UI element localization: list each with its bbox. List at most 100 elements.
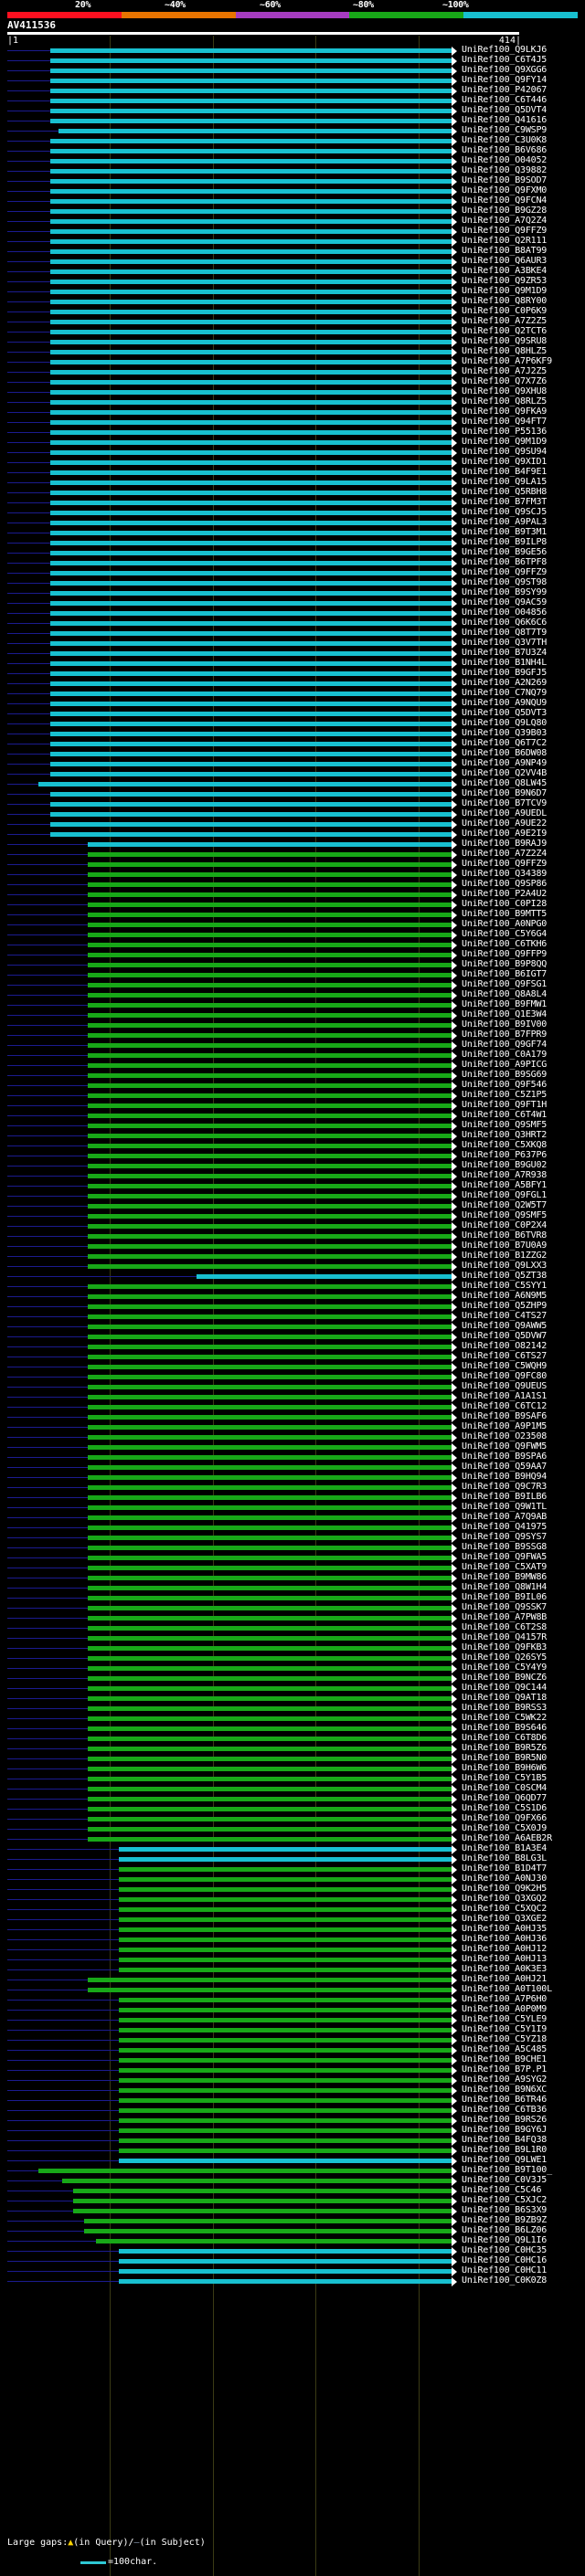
subject-accession-label[interactable]: UniRef100_Q9FFZ9 bbox=[462, 567, 548, 577]
subject-accession-label[interactable]: UniRef100_Q9SU94 bbox=[462, 447, 548, 457]
alignment-row[interactable]: UniRef100_C0P2X4 bbox=[0, 1220, 585, 1231]
alignment-row[interactable]: UniRef100_A9PAL3 bbox=[0, 517, 585, 528]
alignment-row[interactable]: UniRef100_P637P6 bbox=[0, 1150, 585, 1161]
hsp-bar[interactable] bbox=[50, 460, 452, 465]
alignment-row[interactable]: UniRef100_A7J2Z5 bbox=[0, 366, 585, 377]
subject-accession-label[interactable]: UniRef100_A7Z2Z4 bbox=[462, 849, 548, 859]
alignment-row[interactable]: UniRef100_Q9FT1H bbox=[0, 1100, 585, 1111]
hsp-bar[interactable] bbox=[50, 169, 452, 174]
subject-accession-label[interactable]: UniRef100_B6TVR8 bbox=[462, 1230, 548, 1240]
hsp-bar[interactable] bbox=[50, 491, 452, 495]
hsp-bar[interactable] bbox=[88, 1505, 452, 1510]
alignment-row[interactable]: UniRef100_B9GZ28 bbox=[0, 206, 585, 216]
hsp-bar[interactable] bbox=[88, 1787, 452, 1791]
alignment-row[interactable]: UniRef100_Q9SSK7 bbox=[0, 1602, 585, 1613]
alignment-row[interactable]: UniRef100_B9SOD7 bbox=[0, 175, 585, 186]
subject-accession-label[interactable]: UniRef100_B6LZ06 bbox=[462, 2225, 548, 2235]
subject-accession-label[interactable]: UniRef100_Q2W5T7 bbox=[462, 1200, 548, 1210]
subject-accession-label[interactable]: UniRef100_B9SOD7 bbox=[462, 175, 548, 185]
subject-accession-label[interactable]: UniRef100_Q9FSG1 bbox=[462, 979, 548, 989]
subject-accession-label[interactable]: UniRef100_B9L1R0 bbox=[462, 2145, 548, 2155]
hsp-bar[interactable] bbox=[50, 732, 452, 736]
hsp-bar[interactable] bbox=[88, 1596, 452, 1600]
subject-accession-label[interactable]: UniRef100_Q9LXX3 bbox=[462, 1261, 548, 1271]
hsp-bar[interactable] bbox=[88, 1103, 452, 1108]
hsp-bar[interactable] bbox=[197, 1274, 452, 1279]
alignment-row[interactable]: UniRef100_C5XQC2 bbox=[0, 1904, 585, 1915]
subject-accession-label[interactable]: UniRef100_C0K0Z8 bbox=[462, 2275, 548, 2286]
alignment-row[interactable]: UniRef100_B4FQ38 bbox=[0, 2135, 585, 2146]
alignment-row[interactable]: UniRef100_Q8RY00 bbox=[0, 296, 585, 307]
alignment-row[interactable]: UniRef100_Q9FFZ9 bbox=[0, 226, 585, 237]
hsp-bar[interactable] bbox=[88, 1495, 452, 1500]
alignment-row[interactable]: UniRef100_C5YLE9 bbox=[0, 2014, 585, 2025]
subject-accession-label[interactable]: UniRef100_Q9SYS7 bbox=[462, 1532, 548, 1542]
hsp-bar[interactable] bbox=[88, 983, 452, 987]
subject-accession-label[interactable]: UniRef100_Q6K6C6 bbox=[462, 618, 548, 628]
hsp-bar[interactable] bbox=[88, 1807, 452, 1811]
subject-accession-label[interactable]: UniRef100_B9MW86 bbox=[462, 1572, 548, 1582]
alignment-row[interactable]: UniRef100_B6TR46 bbox=[0, 2095, 585, 2106]
subject-accession-label[interactable]: UniRef100_B6DW08 bbox=[462, 748, 548, 758]
hsp-bar[interactable] bbox=[88, 882, 452, 887]
subject-accession-label[interactable]: UniRef100_A5C485 bbox=[462, 2044, 548, 2054]
hsp-bar[interactable] bbox=[119, 1937, 452, 1942]
alignment-row[interactable]: UniRef100_Q9UEUS bbox=[0, 1381, 585, 1392]
alignment-row[interactable]: UniRef100_B7P.P1 bbox=[0, 2064, 585, 2075]
alignment-row[interactable]: UniRef100_Q5DVW7 bbox=[0, 1331, 585, 1342]
subject-accession-label[interactable]: UniRef100_B9P8QQ bbox=[462, 959, 548, 969]
subject-accession-label[interactable]: UniRef100_Q2R111 bbox=[462, 236, 548, 246]
subject-accession-label[interactable]: UniRef100_A7Q2Z4 bbox=[462, 216, 548, 226]
hsp-bar[interactable] bbox=[88, 892, 452, 897]
hsp-bar[interactable] bbox=[50, 692, 452, 696]
hsp-bar[interactable] bbox=[50, 290, 452, 294]
hsp-bar[interactable] bbox=[88, 1737, 452, 1741]
subject-accession-label[interactable]: UniRef100_A0P0M9 bbox=[462, 2004, 548, 2014]
alignment-row[interactable]: UniRef100_Q39882 bbox=[0, 165, 585, 176]
subject-accession-label[interactable]: UniRef100_C0A179 bbox=[462, 1050, 548, 1060]
hsp-bar[interactable] bbox=[50, 752, 452, 756]
alignment-row[interactable]: UniRef100_A0NPG0 bbox=[0, 919, 585, 930]
alignment-row[interactable]: UniRef100_B8AT99 bbox=[0, 246, 585, 257]
subject-accession-label[interactable]: UniRef100_Q5DVW7 bbox=[462, 1331, 548, 1341]
hsp-bar[interactable] bbox=[50, 239, 452, 244]
alignment-row[interactable]: UniRef100_B9N6XC bbox=[0, 2085, 585, 2096]
hsp-bar[interactable] bbox=[88, 1174, 452, 1178]
hsp-bar[interactable] bbox=[50, 410, 452, 415]
alignment-row[interactable]: UniRef100_Q9M1D9 bbox=[0, 286, 585, 297]
alignment-row[interactable]: UniRef100_C5C46 bbox=[0, 2185, 585, 2196]
alignment-row[interactable]: UniRef100_Q9FSG1 bbox=[0, 979, 585, 990]
alignment-row[interactable]: UniRef100_Q7X7Z6 bbox=[0, 376, 585, 387]
hsp-bar[interactable] bbox=[50, 259, 452, 264]
subject-accession-label[interactable]: UniRef100_B1ZZG2 bbox=[462, 1251, 548, 1261]
alignment-row[interactable]: UniRef100_A9NQU9 bbox=[0, 698, 585, 709]
alignment-row[interactable]: UniRef100_B9ILB6 bbox=[0, 1492, 585, 1503]
subject-accession-label[interactable]: UniRef100_Q9GF74 bbox=[462, 1040, 548, 1050]
alignment-row[interactable]: UniRef100_Q9FKA9 bbox=[0, 406, 585, 417]
alignment-row[interactable]: UniRef100_A0P0M9 bbox=[0, 2004, 585, 2015]
hsp-bar[interactable] bbox=[50, 320, 452, 324]
subject-accession-label[interactable]: UniRef100_Q6AUR3 bbox=[462, 256, 548, 266]
alignment-row[interactable]: UniRef100_A0HJ13 bbox=[0, 1954, 585, 1965]
alignment-row[interactable]: UniRef100_A7Q9AB bbox=[0, 1512, 585, 1523]
subject-accession-label[interactable]: UniRef100_Q5DVT3 bbox=[462, 708, 548, 718]
alignment-row[interactable]: UniRef100_A1A1S1 bbox=[0, 1391, 585, 1402]
alignment-row[interactable]: UniRef100_Q9XHU8 bbox=[0, 386, 585, 397]
subject-accession-label[interactable]: UniRef100_C5SYY1 bbox=[462, 1281, 548, 1291]
subject-accession-label[interactable]: UniRef100_A0HJ36 bbox=[462, 1934, 548, 1944]
hsp-bar[interactable] bbox=[50, 400, 452, 405]
alignment-row[interactable]: UniRef100_A6N9M5 bbox=[0, 1291, 585, 1302]
subject-accession-label[interactable]: UniRef100_A3BKE4 bbox=[462, 266, 548, 276]
hsp-bar[interactable] bbox=[88, 1154, 452, 1158]
subject-accession-label[interactable]: UniRef100_A0HJ12 bbox=[462, 1944, 548, 1954]
alignment-row[interactable]: UniRef100_B9SPA6 bbox=[0, 1452, 585, 1462]
subject-accession-label[interactable]: UniRef100_B1D4T7 bbox=[462, 1863, 548, 1874]
subject-accession-label[interactable]: UniRef100_C5Y1I9 bbox=[462, 2024, 548, 2034]
alignment-row[interactable]: UniRef100_C5Y6G4 bbox=[0, 929, 585, 940]
subject-accession-label[interactable]: UniRef100_Q39B03 bbox=[462, 728, 548, 738]
alignment-row[interactable]: UniRef100_A0HJ12 bbox=[0, 1944, 585, 1955]
hsp-bar[interactable] bbox=[88, 1546, 452, 1550]
alignment-row[interactable]: UniRef100_C5WK22 bbox=[0, 1713, 585, 1724]
hsp-bar[interactable] bbox=[88, 1716, 452, 1721]
subject-accession-label[interactable]: UniRef100_B9HQ94 bbox=[462, 1472, 548, 1482]
